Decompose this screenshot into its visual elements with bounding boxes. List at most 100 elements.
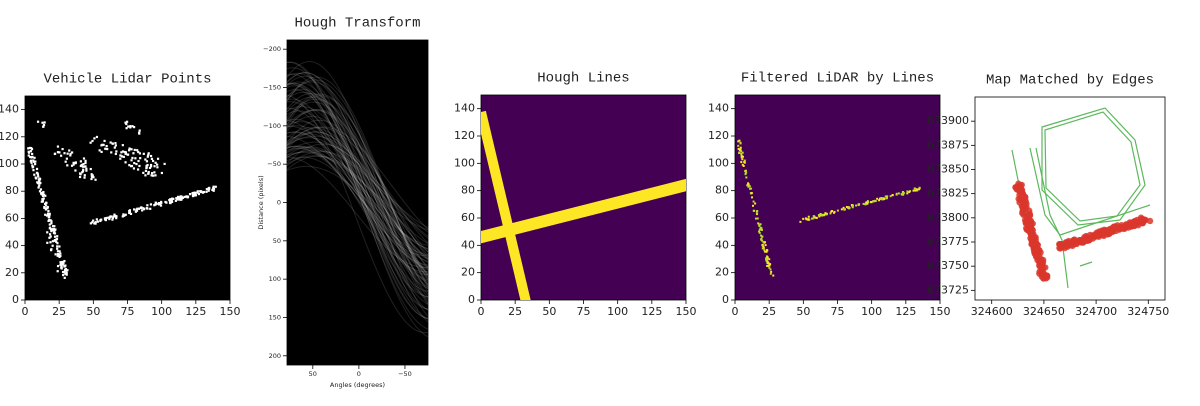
lidar-point [65, 273, 68, 276]
hough-curve [287, 92, 428, 305]
lidar-point [112, 215, 115, 218]
x-tick-label: 324600 [971, 305, 1013, 318]
lidar-point [54, 253, 57, 256]
lidar-point [115, 217, 118, 220]
lidar-point [51, 244, 54, 247]
filtered-point [917, 188, 920, 191]
filtered-point [900, 193, 903, 196]
hough-curve [287, 155, 428, 245]
filtered-point [768, 266, 771, 269]
map-edge [1044, 111, 1141, 222]
lidar-point [96, 220, 99, 223]
lidar-point [62, 261, 65, 264]
filtered-point [897, 192, 900, 195]
lidar-point [154, 161, 157, 164]
lidar-point [37, 178, 40, 181]
filtered-point [751, 204, 754, 207]
lidar-point [36, 181, 39, 184]
lidar-point [66, 269, 69, 272]
y-tick-label: 673825 [927, 187, 969, 200]
lidar-point [83, 176, 86, 179]
lidar-point [74, 169, 77, 172]
lidar-point [41, 198, 44, 201]
lidar-point [92, 176, 95, 179]
lidar-point [61, 147, 64, 151]
filtered-point [760, 237, 763, 240]
lidar-point [50, 222, 53, 225]
matched-point [1033, 247, 1040, 254]
lidar-point [56, 270, 59, 273]
filtered-point [766, 264, 769, 267]
lidar-point [145, 207, 148, 210]
lidar-point [183, 195, 186, 199]
filtered-point [768, 258, 771, 261]
lidar-point [47, 213, 50, 216]
lidar-point [105, 144, 108, 148]
filtered-point [843, 208, 846, 211]
lidar-point [43, 202, 47, 206]
lidar-point [152, 174, 155, 177]
matched-point [1100, 229, 1107, 236]
filtered-point [866, 202, 869, 205]
lidar-point [121, 215, 124, 218]
lidar-point [42, 125, 45, 128]
lidar-point [46, 207, 49, 210]
y-tick-label: 20 [715, 266, 729, 279]
lidar-point [110, 151, 113, 154]
hough-curve [287, 110, 428, 305]
lidar-point [82, 163, 85, 166]
lidar-point [35, 171, 39, 174]
filtered-point [761, 235, 764, 238]
lidar-point [50, 220, 53, 223]
lidar-point [43, 121, 46, 124]
lidar-point [121, 150, 125, 153]
lidar-point [27, 154, 30, 157]
x-tick-label: 125 [895, 305, 916, 318]
hough-curve [287, 131, 428, 246]
x-tick-label: 100 [151, 305, 172, 318]
hough-curve [287, 109, 428, 253]
hough-curve [287, 137, 428, 259]
lidar-point [125, 122, 128, 126]
lidar-point [89, 222, 92, 225]
lidar-point [94, 222, 97, 225]
lidar-point [115, 150, 118, 153]
filtered-point [761, 247, 764, 250]
filtered-point [862, 202, 865, 205]
lidar-point [205, 188, 208, 191]
lidar-point [48, 233, 52, 236]
lidar-point [44, 213, 47, 216]
lidar-point [46, 241, 49, 244]
hough-curve [287, 156, 428, 268]
lidar-point [56, 242, 59, 245]
filtered-point [741, 158, 744, 161]
lidar-point [39, 188, 43, 191]
hough-curve [287, 146, 428, 274]
filtered-point [742, 155, 745, 158]
y-tick-label: 60 [715, 211, 729, 224]
filtered-point [876, 197, 879, 200]
lidar-point [63, 152, 66, 155]
filtered-point [768, 264, 771, 267]
lidar-point [128, 211, 131, 215]
y-tick-label: 200 [269, 352, 281, 360]
lidar-point [145, 166, 148, 169]
lidar-point [56, 235, 59, 238]
lidar-point [58, 151, 61, 154]
hough-curve [287, 81, 428, 276]
lidar-point [62, 273, 65, 277]
lidar-point [95, 135, 99, 139]
lidar-point [152, 159, 155, 163]
lidar-point [128, 164, 131, 167]
filtered-point [874, 200, 877, 203]
filtered-point [850, 204, 853, 207]
y-tick-label: 100 [0, 157, 19, 170]
y-tick-label: 80 [461, 184, 475, 197]
lidar-point [32, 169, 35, 172]
lidar-point [41, 121, 44, 124]
filtered-point [885, 196, 888, 199]
matched-point [1040, 270, 1048, 278]
lidar-point [146, 155, 149, 158]
matched-point [1038, 256, 1045, 263]
lidar-point [99, 219, 102, 223]
